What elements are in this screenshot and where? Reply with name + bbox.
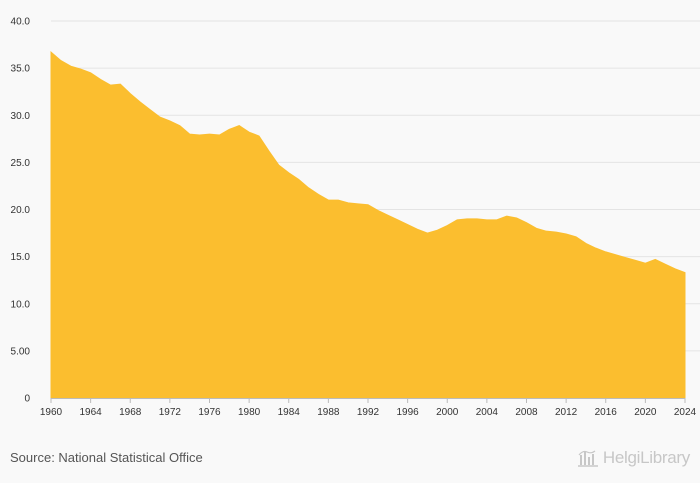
x-tick-label: 1976 <box>198 407 221 418</box>
x-tick-label: 1972 <box>159 407 182 418</box>
x-tick-label: 2016 <box>595 407 618 418</box>
x-tick-label: 1980 <box>238 407 261 418</box>
area-series <box>50 51 686 399</box>
y-tick-label: 30.0 <box>11 111 31 122</box>
x-tick-label: 2008 <box>515 407 538 418</box>
x-tick-label: 1988 <box>317 407 340 418</box>
x-tick-label: 2004 <box>476 407 499 418</box>
brand-name: HelgiLibrary <box>602 448 690 467</box>
helgi-logo-icon <box>577 450 598 467</box>
area-series-fill <box>50 51 686 399</box>
x-tick-label: 1960 <box>40 407 63 418</box>
y-axis: 0 5.00 10.0 15.0 20.0 25.0 30.0 35.0 40.0 <box>11 17 31 405</box>
x-tick-label: 1996 <box>397 407 420 418</box>
y-tick-label: 20.0 <box>11 205 31 216</box>
x-tick-label: 1992 <box>357 407 380 418</box>
x-tick-label: 2024 <box>674 407 697 418</box>
y-tick-label: 25.0 <box>11 158 31 169</box>
y-tick-label: 5.00 <box>11 346 31 357</box>
x-tick-label: 1964 <box>80 407 103 418</box>
x-tick-label: 2000 <box>436 407 459 418</box>
x-tick-label: 1984 <box>278 407 301 418</box>
y-tick-label: 35.0 <box>11 64 31 75</box>
y-tick-label: 10.0 <box>11 299 31 310</box>
x-axis: 1960 1964 1968 1972 1976 1980 1984 1988 1992 1996… <box>40 398 697 418</box>
x-tick-label: 2012 <box>555 407 578 418</box>
source-note: Source: National Statistical Office <box>10 450 203 465</box>
y-tick-label: 40.0 <box>11 17 31 28</box>
x-tick-label: 2020 <box>634 407 657 418</box>
y-tick-label: 0 <box>24 394 30 405</box>
y-tick-label: 15.0 <box>11 252 31 263</box>
helgi-library-logo[interactable]: HelgiLibrary <box>577 448 690 468</box>
x-tick-label: 1968 <box>119 407 142 418</box>
